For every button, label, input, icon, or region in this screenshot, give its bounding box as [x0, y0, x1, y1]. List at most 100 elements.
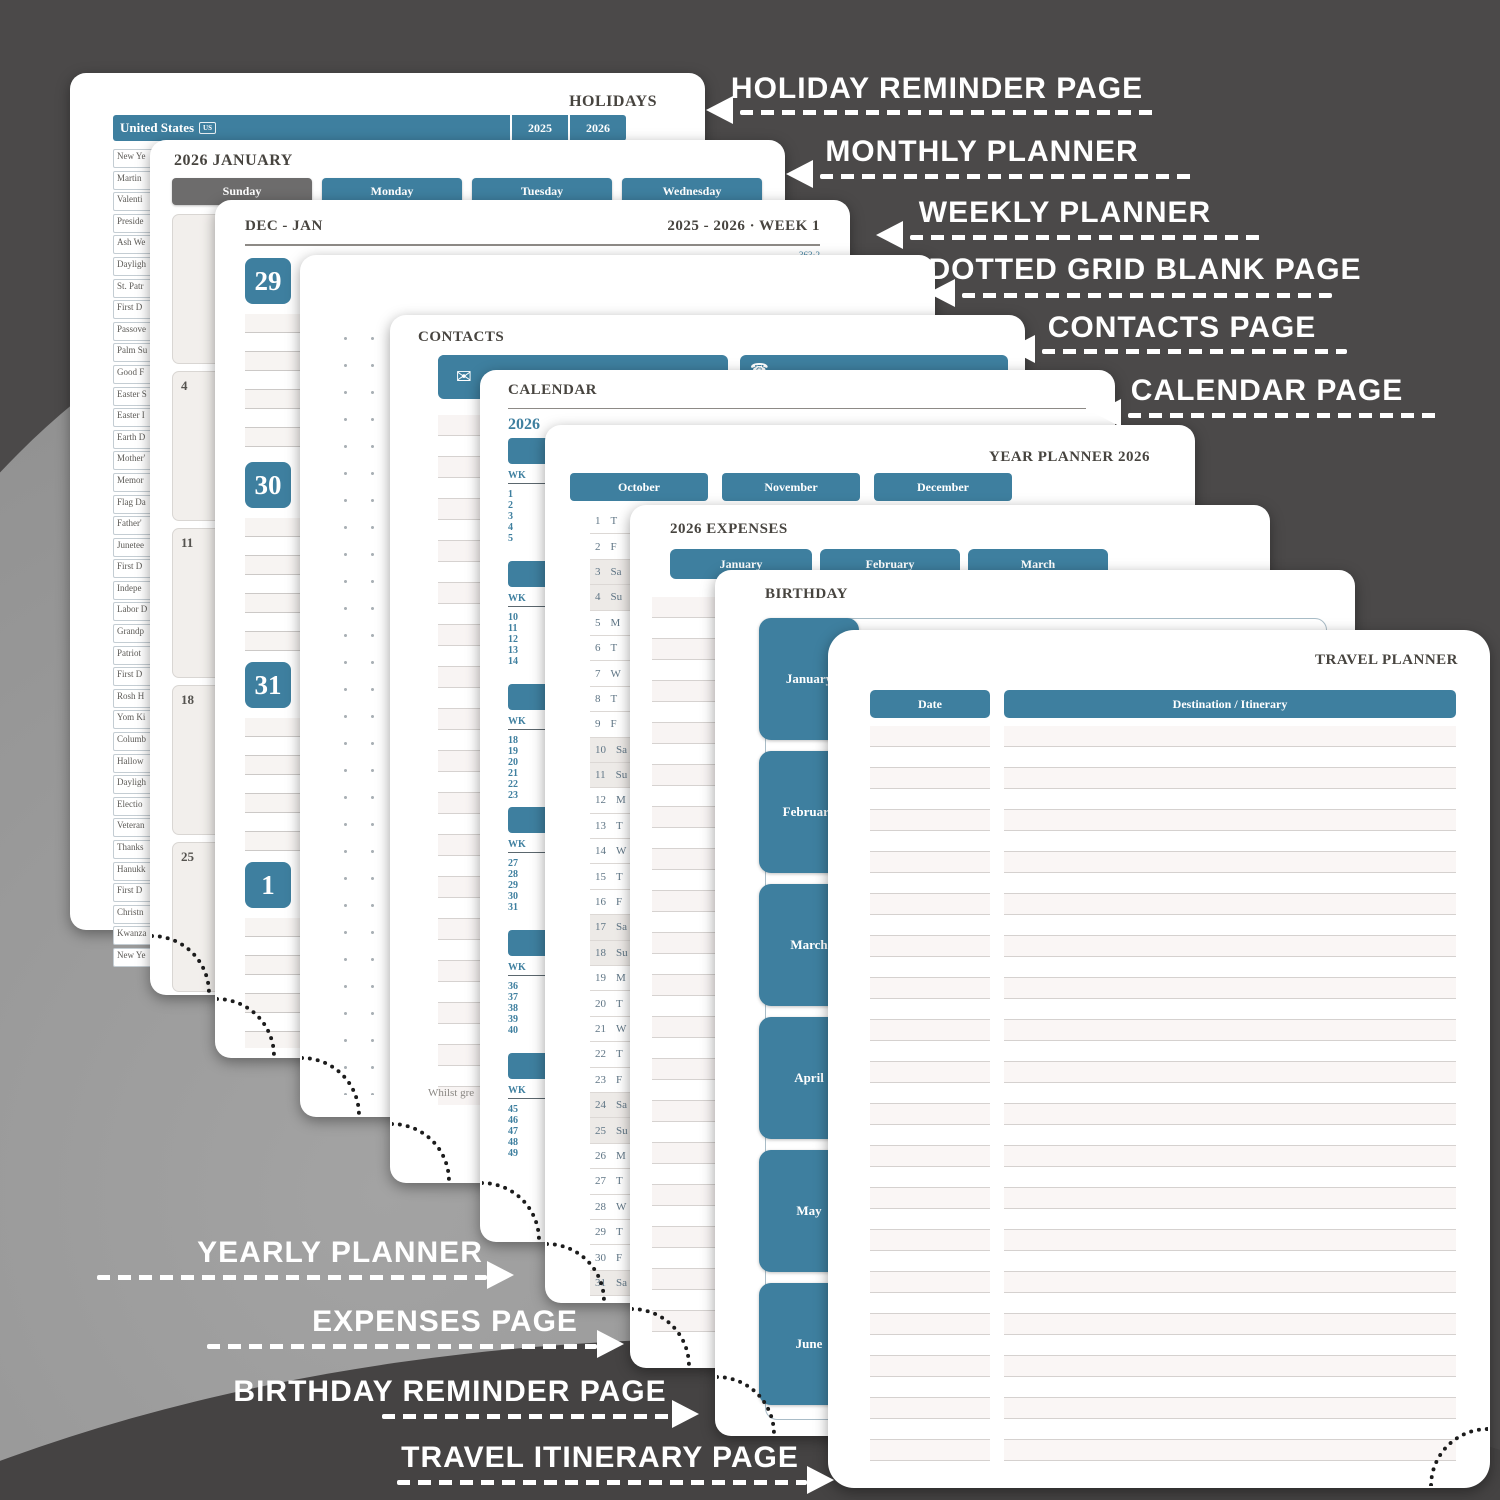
day-number: 20: [595, 997, 606, 1010]
calendar-year: 2026: [508, 416, 540, 433]
footer-note: Whilst gre: [428, 1087, 475, 1099]
callout-monthly-planner: MONTHLY PLANNER: [825, 135, 1139, 168]
day-number: 7: [595, 667, 601, 680]
header-rule: [245, 244, 820, 246]
day-number: 30: [245, 462, 291, 508]
day-number: 8: [595, 692, 601, 705]
arrow-right-icon: [807, 1466, 834, 1494]
day-letter: W: [616, 1200, 627, 1213]
callout-contacts: CONTACTS PAGE: [1047, 311, 1317, 344]
day-number: 29: [595, 1226, 606, 1239]
day-number: 24: [595, 1099, 606, 1112]
monthly-title: 2026 JANUARY: [174, 152, 293, 169]
date-number: 11: [181, 535, 194, 550]
day-number: 23: [595, 1073, 606, 1086]
callout-travel-itinerary: TRAVEL ITINERARY PAGE: [401, 1441, 799, 1474]
arrow-right-icon: [597, 1330, 624, 1358]
day-letter: Sa: [610, 565, 622, 578]
travel-title: TRAVEL PLANNER: [1314, 652, 1458, 668]
weekly-day-block: 31 W: [245, 662, 820, 858]
day-letter: Sa: [616, 743, 627, 756]
date-number: 4: [181, 378, 188, 393]
day-number: 19: [595, 972, 606, 985]
day-letter: T: [610, 692, 618, 705]
day-letter: T: [616, 819, 623, 832]
day-number: 29: [245, 258, 291, 304]
day-number: 6: [595, 642, 601, 655]
callout-dotted-grid: DOTTED GRID BLANK PAGE: [928, 253, 1362, 286]
weekly-day-block: 1: [245, 862, 820, 1048]
arrow-right-icon: [487, 1261, 514, 1289]
day-number: 12: [595, 794, 606, 807]
day-number: 17: [595, 921, 606, 934]
weekly-week-label: 2025 - 2026 · WEEK 1: [667, 218, 820, 234]
day-number: 31: [245, 662, 291, 708]
day-letter: Su: [616, 946, 628, 959]
week-column-header: WK: [508, 593, 548, 607]
day-letter: F: [616, 1073, 623, 1086]
week-numbers: 18 19 20 21 22 23: [508, 735, 518, 801]
day-number: 25: [595, 1124, 606, 1137]
week-column-header: WK: [508, 716, 548, 730]
expenses-title: 2026 EXPENSES: [670, 521, 788, 537]
destination-column-header: Destination / Itinerary: [1004, 690, 1456, 718]
calendar-title: CALENDAR: [508, 382, 598, 398]
birthday-title: BIRTHDAY: [765, 586, 848, 602]
header-rule: [508, 408, 1086, 409]
day-letter: Su: [610, 591, 623, 604]
day-letter: Sa: [616, 1099, 627, 1112]
day-number: 18: [595, 946, 606, 959]
callout-birthday-reminder: BIRTHDAY REMINDER PAGE: [233, 1375, 667, 1408]
day-number: 11: [595, 769, 606, 782]
month-bar-december: December: [874, 473, 1012, 501]
callout-dash-line: [382, 1414, 672, 1419]
callout-dash-line: [962, 293, 1332, 298]
day-letter: T: [616, 997, 623, 1010]
year-tab-2025[interactable]: 2025: [510, 115, 568, 141]
day-number: 16: [595, 896, 606, 909]
country-code-badge: US: [199, 122, 216, 134]
day-letter: M: [616, 972, 626, 985]
callout-dash-line: [820, 174, 1195, 179]
week-numbers: 10 11 12 13 14: [508, 612, 518, 667]
day-number: 14: [595, 845, 606, 858]
week-column-header: WK: [508, 470, 548, 484]
holidays-title: HOLIDAYS: [569, 93, 657, 110]
day-letter: M: [610, 616, 621, 629]
day-letter: T: [616, 1048, 623, 1061]
week-column-header: WK: [508, 1085, 548, 1099]
callout-dash-line: [207, 1344, 597, 1349]
day-letter: W: [616, 845, 627, 858]
arrow-left-icon: [1094, 399, 1121, 427]
arrow-left-icon: [928, 279, 955, 307]
day-letter: T: [610, 642, 618, 655]
arrow-left-icon: [1008, 335, 1035, 363]
callout-expenses: EXPENSES PAGE: [312, 1305, 578, 1338]
callout-dash-line: [740, 110, 1160, 115]
weekly-range: DEC - JAN: [245, 218, 323, 234]
destination-column-rows: [1004, 726, 1456, 1464]
year-tab-2026[interactable]: 2026: [568, 115, 626, 141]
day-number: 21: [595, 1023, 606, 1035]
callout-dash-line: [397, 1480, 807, 1485]
day-number: 26: [595, 1149, 606, 1162]
date-column-rows: [870, 726, 990, 1464]
day-letter: Sa: [616, 1276, 627, 1289]
year-planner-title: YEAR PLANNER 2026: [988, 449, 1150, 465]
day-letter: M: [616, 1149, 626, 1162]
weekday-header-row: Sunday Monday Tuesday Wednesday: [172, 178, 762, 205]
month-bar-october: October: [570, 473, 708, 501]
arrow-right-icon: [672, 1400, 699, 1428]
day-letter: T: [610, 515, 618, 528]
day-number: 10: [595, 743, 606, 756]
callout-weekly-planner: WEEKLY PLANNER: [918, 196, 1212, 229]
date-column-header: Date: [870, 690, 990, 718]
weekly-day-block: 29 M: [245, 258, 820, 454]
day-letter: Su: [616, 1124, 628, 1137]
callout-calendar: CALENDAR PAGE: [1130, 374, 1404, 407]
day-number: 28: [595, 1200, 606, 1213]
month-bar-november: November: [722, 473, 860, 501]
day-number: 13: [595, 819, 606, 832]
weekly-day-block: 30 T: [245, 462, 820, 658]
day-letter: M: [616, 794, 626, 807]
